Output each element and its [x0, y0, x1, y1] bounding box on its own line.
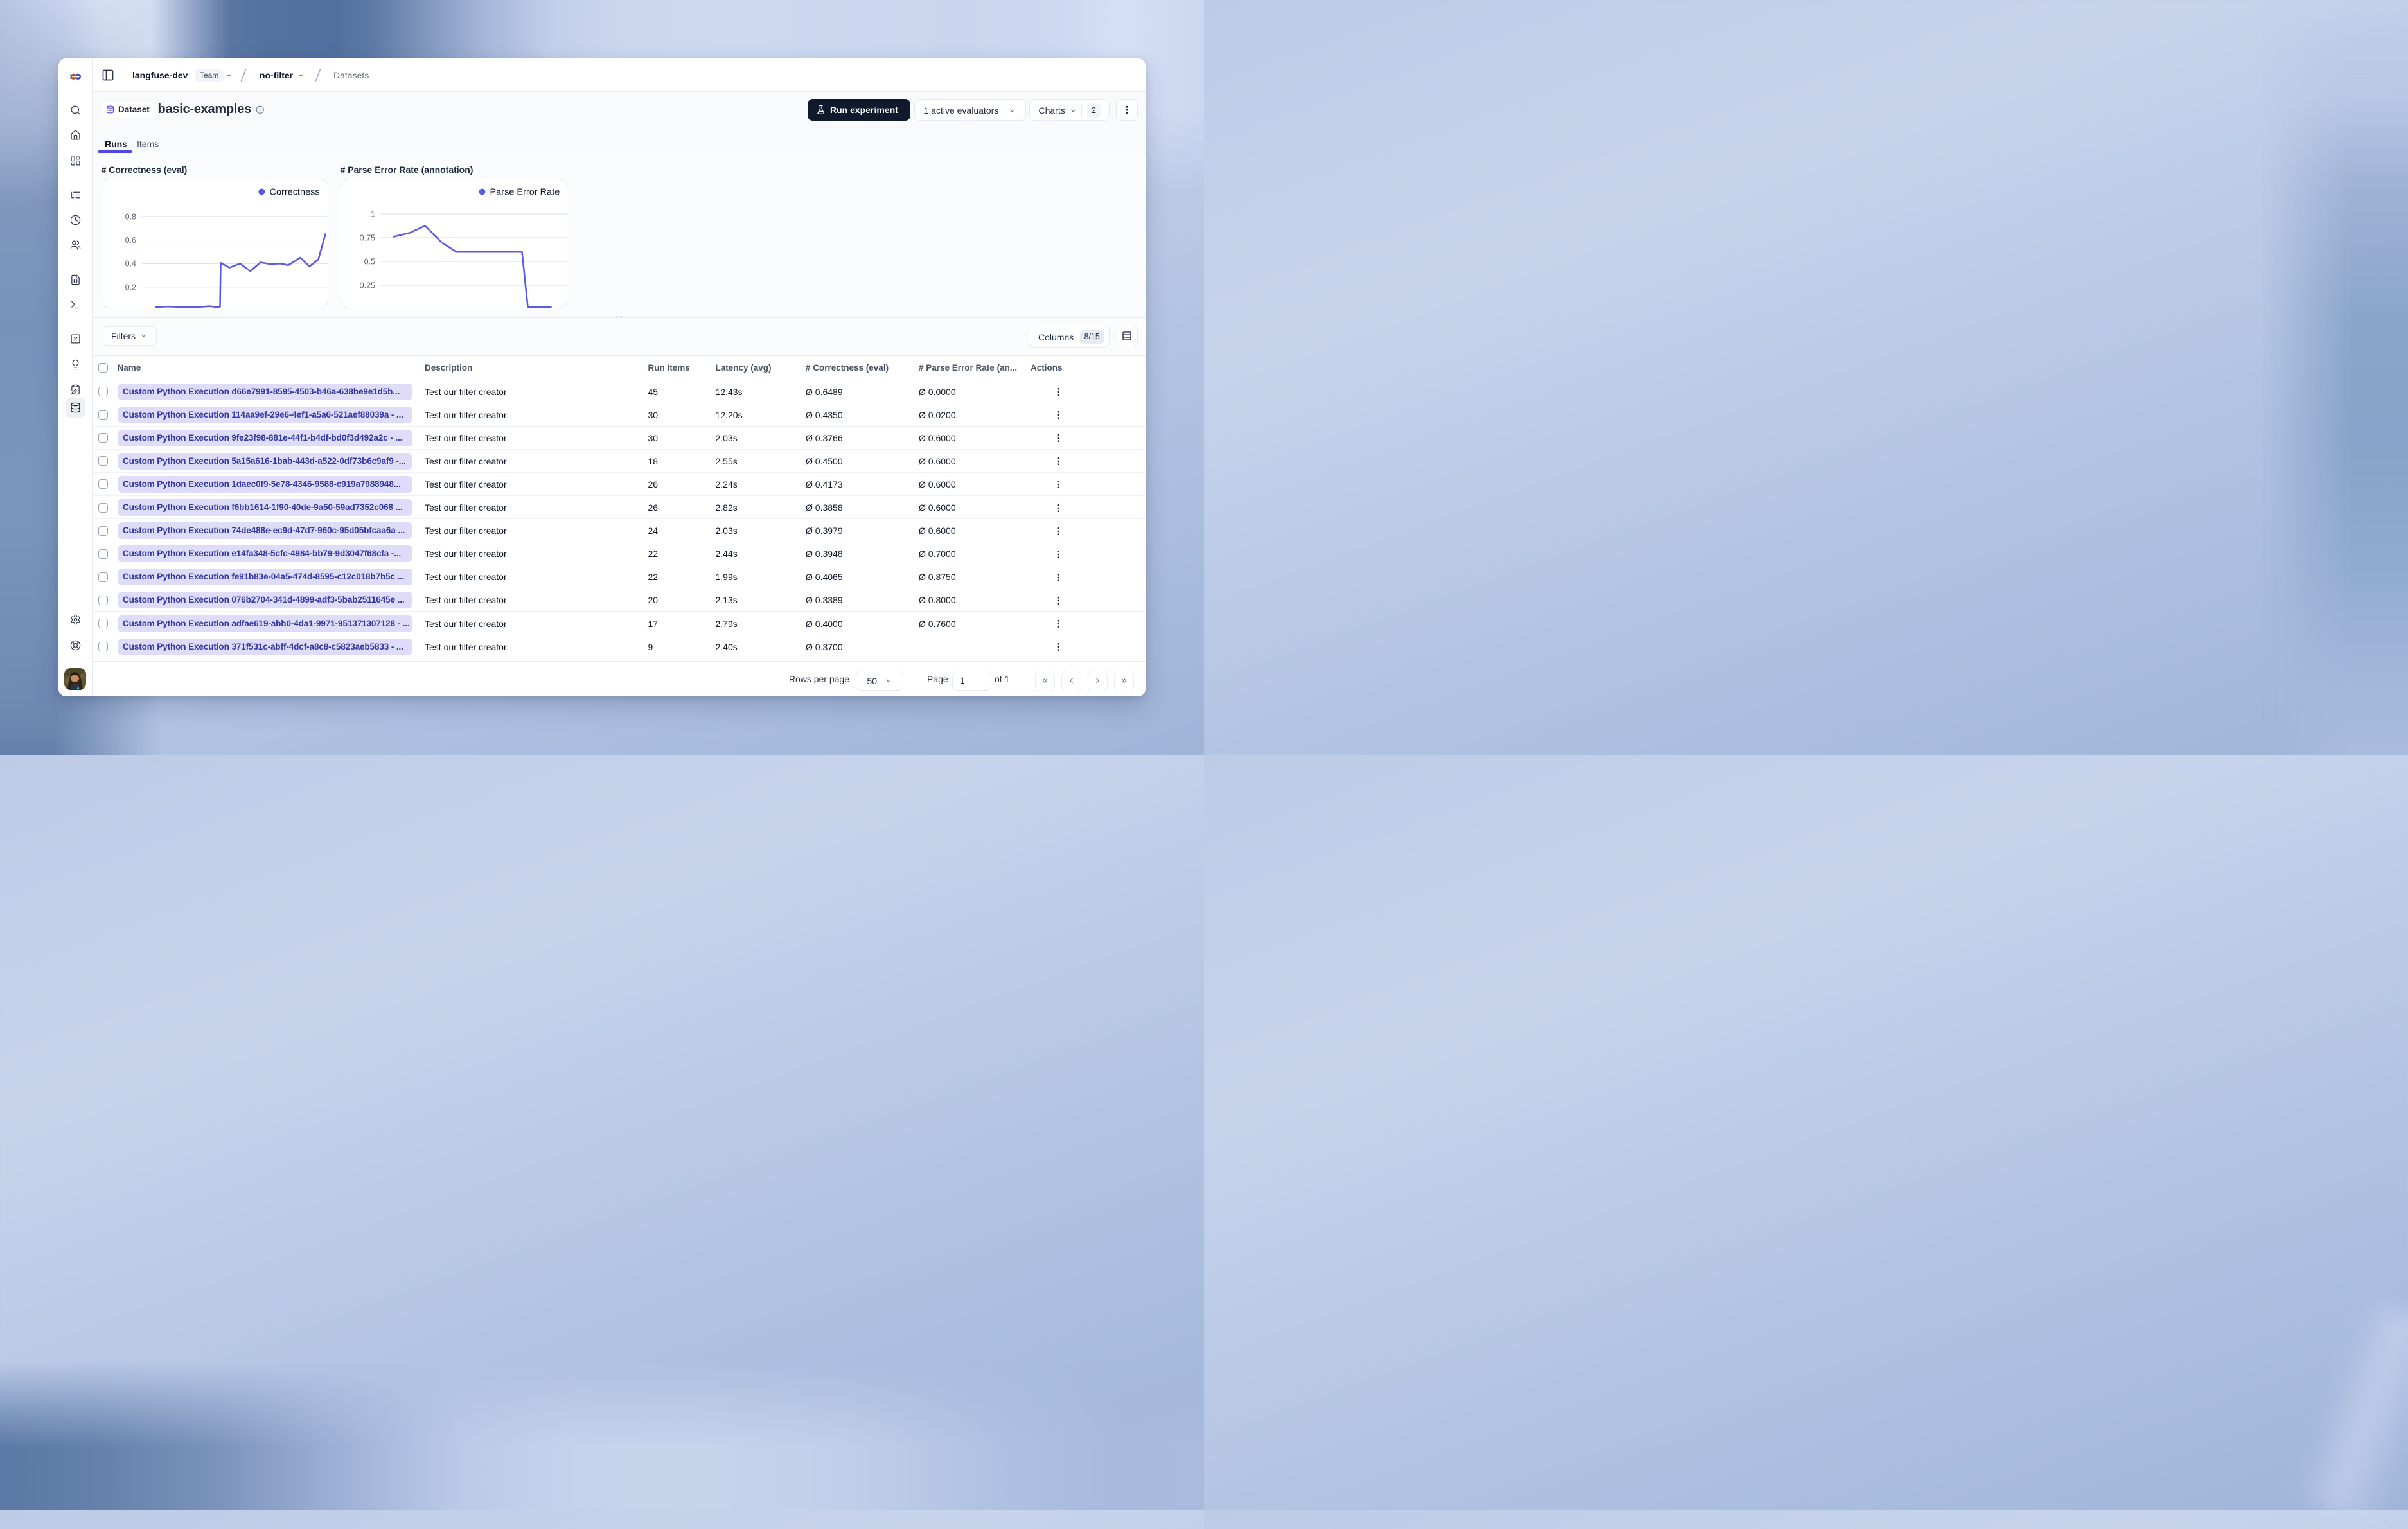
svg-text:0.25: 0.25: [359, 281, 375, 290]
svg-text:0.4: 0.4: [125, 260, 136, 269]
svg-text:Correctness: Correctness: [269, 188, 319, 198]
svg-text:0.2: 0.2: [125, 283, 136, 292]
svg-text:0.75: 0.75: [359, 234, 375, 243]
svg-text:0.6: 0.6: [125, 236, 136, 245]
svg-text:1: 1: [371, 210, 375, 219]
svg-text:Parse Error Rate: Parse Error Rate: [490, 188, 560, 198]
svg-text:0.5: 0.5: [364, 258, 375, 267]
svg-text:0.8: 0.8: [125, 213, 136, 222]
